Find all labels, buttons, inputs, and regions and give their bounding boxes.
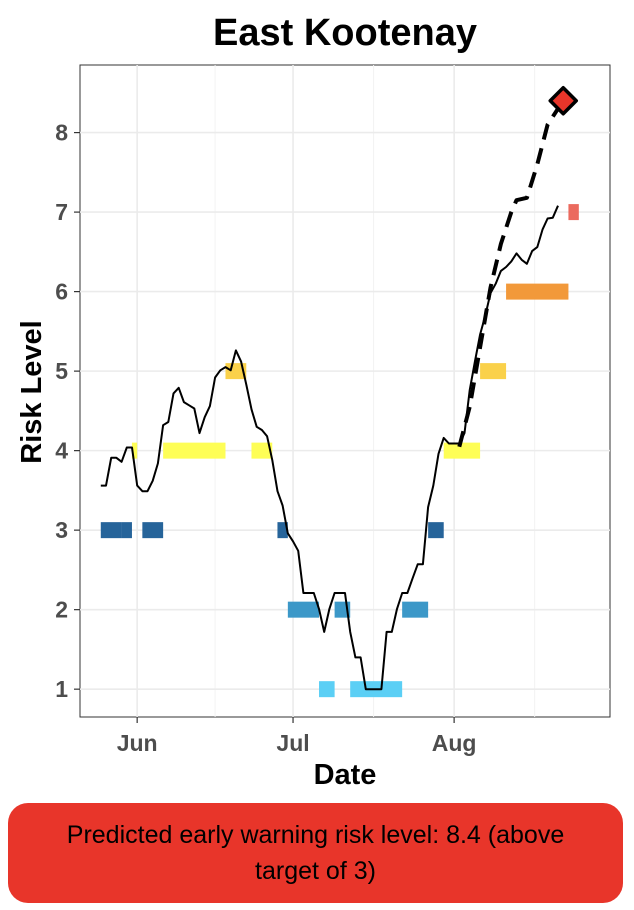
risk-bar — [319, 681, 335, 698]
predicted-point-marker — [548, 86, 578, 116]
y-tick-label: 7 — [55, 199, 68, 225]
risk-warning-text: Predicted early warning risk level: 8.4 … — [66, 821, 565, 885]
y-tick-label: 2 — [55, 597, 68, 623]
y-tick-label: 5 — [55, 358, 68, 384]
observed-line — [100, 205, 559, 691]
risk-bar — [506, 283, 569, 300]
risk-bar — [428, 522, 444, 539]
risk-bar — [402, 601, 429, 618]
risk-bar — [142, 522, 164, 539]
y-axis-title: Risk Level — [16, 320, 48, 463]
plot-area — [79, 64, 611, 718]
axis-ticks: 1 2 3 4 5 6 7 8 Jun Jul Aug — [55, 120, 476, 756]
x-tick-label: Jul — [276, 730, 309, 756]
risk-bar — [287, 601, 320, 618]
y-tick-label: 3 — [55, 517, 68, 543]
risk-lines — [100, 86, 578, 691]
risk-chart: East Kootenay 1 2 3 4 5 6 7 8 Jun Jul Aug Date Ris… — [16, 12, 611, 791]
x-tick-label: Aug — [432, 730, 477, 756]
risk-bar — [121, 522, 132, 539]
x-tick-label: Jun — [117, 730, 158, 756]
risk-level-bars — [100, 204, 579, 698]
y-tick-label: 6 — [55, 279, 68, 305]
y-tick-label: 1 — [55, 676, 68, 702]
risk-bar — [277, 522, 288, 539]
x-axis-title: Date — [314, 759, 377, 791]
risk-bar — [443, 442, 481, 459]
risk-bar — [251, 442, 273, 459]
risk-bar — [568, 204, 579, 221]
risk-bar — [163, 442, 226, 459]
risk-bar — [480, 363, 507, 380]
risk-bar — [131, 442, 138, 459]
risk-warning-banner: Predicted early warning risk level: 8.4 … — [8, 803, 623, 903]
y-tick-label: 8 — [55, 120, 68, 146]
chart-title: East Kootenay — [213, 12, 477, 54]
y-tick-label: 4 — [55, 438, 68, 464]
risk-bar — [100, 522, 122, 539]
